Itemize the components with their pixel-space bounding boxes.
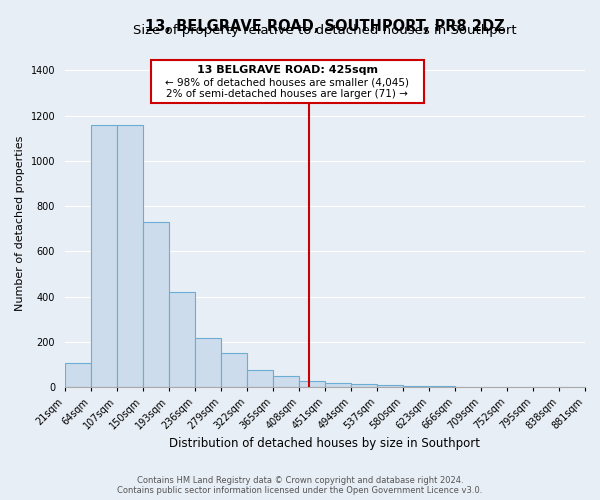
Text: Contains HM Land Registry data © Crown copyright and database right 2024.
Contai: Contains HM Land Registry data © Crown c… [118, 476, 482, 495]
Bar [195, 338, 221, 388]
Title: Size of property relative to detached houses in Southport: Size of property relative to detached ho… [133, 24, 517, 37]
Bar [299, 380, 325, 388]
Text: ← 98% of detached houses are smaller (4,045): ← 98% of detached houses are smaller (4,… [165, 78, 409, 88]
Bar [403, 386, 429, 388]
Bar [65, 363, 91, 388]
Bar [91, 124, 117, 388]
Bar [351, 384, 377, 388]
Bar [325, 383, 351, 388]
Bar [143, 222, 169, 388]
X-axis label: Distribution of detached houses by size in Southport: Distribution of detached houses by size … [169, 437, 481, 450]
Bar [221, 354, 247, 388]
Bar [247, 370, 273, 388]
Text: 13, BELGRAVE ROAD, SOUTHPORT, PR8 2DZ: 13, BELGRAVE ROAD, SOUTHPORT, PR8 2DZ [145, 19, 505, 34]
Text: 2% of semi-detached houses are larger (71) →: 2% of semi-detached houses are larger (7… [166, 90, 408, 100]
Bar [151, 60, 424, 103]
Bar [429, 386, 455, 388]
Bar [377, 385, 403, 388]
Y-axis label: Number of detached properties: Number of detached properties [15, 136, 25, 311]
Text: 13 BELGRAVE ROAD: 425sqm: 13 BELGRAVE ROAD: 425sqm [197, 66, 378, 76]
Bar [273, 376, 299, 388]
Bar [117, 124, 143, 388]
Bar [169, 292, 195, 388]
